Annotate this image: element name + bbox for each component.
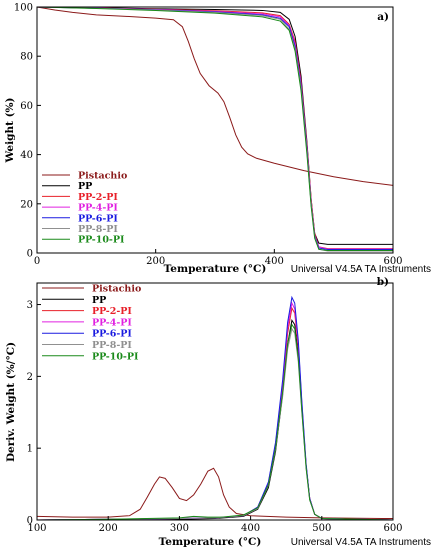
- panel-b-ytick-label: 1: [27, 444, 33, 455]
- panel-b-xtick-label: 600: [383, 523, 402, 534]
- panel-a: 0 200 400 600 0 20 40 60 80 100 a) Temperature (°…: [4, 3, 431, 276]
- panel-a-label: a): [377, 11, 389, 23]
- panel-b-legend: PistachioPPPP-2-PIPP-4-PIPP-6-PIPP-8-PIP…: [42, 284, 141, 362]
- panel-a-ytick-label: 60: [20, 101, 33, 112]
- panel-b-legend-label: PP-6-PI: [92, 329, 132, 340]
- panel-a-legend-label: PP-2-PI: [78, 192, 118, 203]
- panel-a-xtick-label: 0: [34, 256, 40, 267]
- panel-a-xtick-label: 400: [265, 256, 284, 267]
- panel-b-ytick-label: 3: [27, 300, 33, 311]
- panel-a-ytick-label: 0: [27, 249, 33, 260]
- panel-a-xtick-label: 600: [383, 256, 402, 267]
- panel-b-xtick-label: 300: [170, 523, 189, 534]
- panel-b-axes: 100 200 300 400 500 600 0 1 2 3: [27, 300, 403, 534]
- panel-a-legend-label: PP: [78, 181, 92, 192]
- panel-b-ylabel: Deriv. Weight (%/°C): [5, 342, 17, 462]
- panel-a-line-pp: [36, 6, 393, 245]
- panel-a-ytick-label: 100: [14, 3, 33, 14]
- panel-a-legend-label: PP-10-PI: [78, 235, 125, 246]
- panel-a-axes: 0 200 400 600 0 20 40 60 80 100: [14, 3, 403, 268]
- panel-b-line-pistachio: [36, 467, 394, 520]
- panel-b-xtick-label: 400: [241, 523, 260, 534]
- panel-a-series: [36, 6, 394, 252]
- panel-a-footer: Universal V4.5A TA Instruments: [291, 264, 431, 275]
- panel-b-legend-label: PP-8-PI: [92, 340, 132, 351]
- panel-a-ytick-label: 40: [20, 150, 33, 161]
- panel-a-legend-label: PP-8-PI: [78, 224, 118, 235]
- panel-a-frame: [36, 6, 394, 254]
- panel-a-legend-label: Pistachio: [78, 171, 127, 182]
- panel-a-ylabel: Weight (%): [4, 98, 16, 164]
- panel-a-xtick-label: 200: [146, 256, 165, 267]
- panel-b-legend-label: PP-4-PI: [92, 317, 132, 328]
- panel-b: 100 200 300 400 500 600 0 1 2 3 b) Temperature (°…: [5, 276, 431, 548]
- panel-a-legend-label: PP-4-PI: [78, 203, 118, 214]
- panel-b-frame: [36, 282, 394, 521]
- panel-b-xtick-label: 500: [312, 523, 331, 534]
- panel-a-line-pp-10-pi: [36, 6, 393, 252]
- panel-b-label: b): [377, 276, 389, 288]
- panel-b-series: [36, 295, 394, 521]
- panel-b-legend-label: PP-10-PI: [92, 351, 139, 362]
- panel-a-line-pistachio: [36, 6, 394, 186]
- panel-b-xtick-label: 200: [99, 523, 118, 534]
- panel-a-ytick-label: 20: [20, 199, 33, 210]
- panel-a-legend: PistachioPPPP-2-PIPP-4-PIPP-6-PIPP-8-PIP…: [42, 171, 127, 246]
- panel-a-ytick-label: 80: [20, 52, 33, 63]
- panel-b-xtick-label: 100: [27, 523, 46, 534]
- panel-a-legend-label: PP-6-PI: [78, 213, 118, 224]
- panel-b-legend-label: PP: [92, 295, 106, 306]
- panel-a-xlabel: Temperature (°C): [164, 263, 267, 275]
- panel-b-ytick-label: 0: [27, 516, 33, 527]
- panel-b-legend-label: Pistachio: [92, 284, 141, 295]
- panel-b-xlabel: Temperature (°C): [159, 536, 262, 548]
- panel-b-legend-label: PP-2-PI: [92, 306, 132, 317]
- panel-b-footer: Universal V4.5A TA Instruments: [291, 537, 431, 548]
- panel-b-line-pp-10-pi: [36, 323, 394, 521]
- panel-b-ytick-label: 2: [27, 372, 33, 383]
